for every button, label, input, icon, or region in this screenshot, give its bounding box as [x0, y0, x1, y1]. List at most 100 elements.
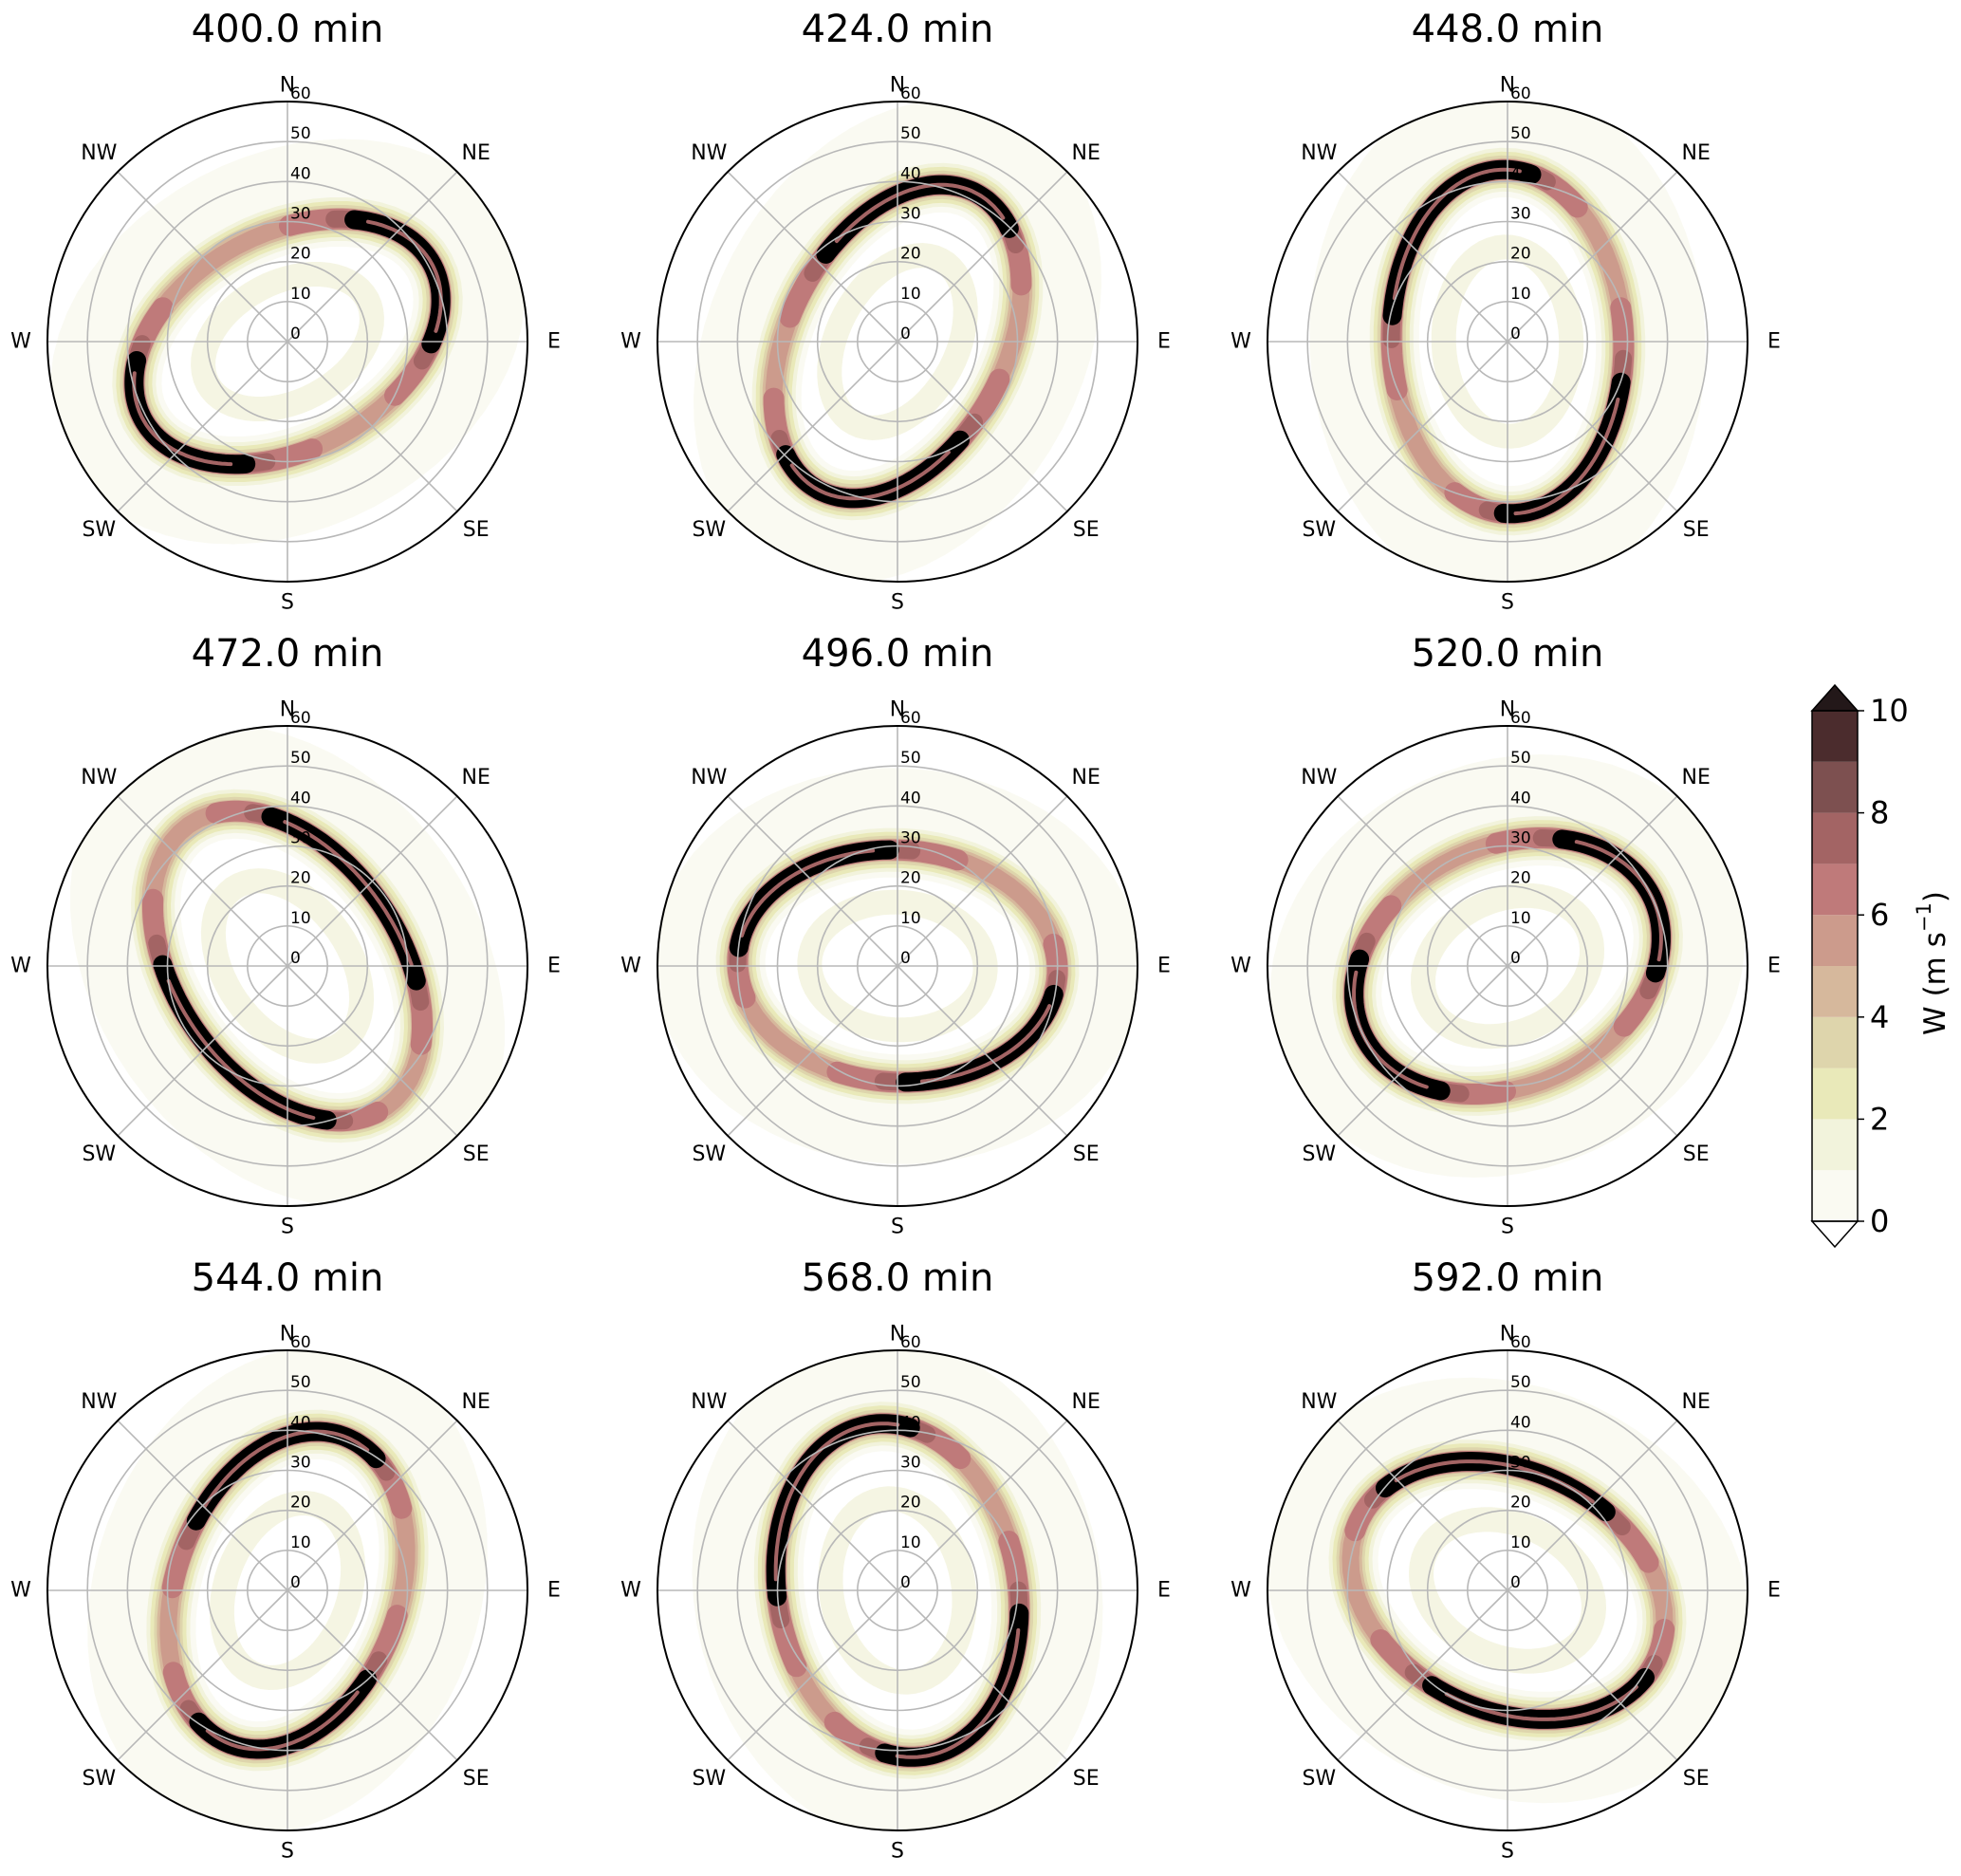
panel-title: 472.0 min	[192, 632, 384, 676]
colorbar-bands	[1812, 711, 1858, 1221]
polar-panel: 520.0 min 0 10 20 30 40 50 60 E NE N NW W SW S SE	[1230, 632, 1781, 1239]
compass-label-n: N	[1500, 74, 1515, 98]
radial-tick-label: 20	[1510, 245, 1531, 264]
radial-tick-label: 20	[290, 869, 311, 888]
radial-tick-label: 30	[1510, 1454, 1531, 1473]
radial-tick-label: 40	[290, 164, 311, 183]
radial-tick-label: 10	[1510, 1533, 1531, 1552]
crescent-core	[366, 219, 443, 333]
colorbar-label: W (m s−1)	[1913, 891, 1952, 1035]
radial-tick-label: 10	[900, 909, 921, 928]
radial-tick-label: 10	[290, 1533, 311, 1552]
compass-label-w: W	[620, 955, 641, 978]
compass-label-s: S	[891, 1216, 904, 1239]
radial-tick-label: 0	[900, 949, 911, 968]
angular-gridline	[1507, 795, 1678, 967]
angular-gridline	[287, 341, 458, 512]
compass-label-n: N	[280, 698, 295, 722]
compass-label-ne: NE	[462, 141, 490, 165]
crescent-core	[202, 1429, 370, 1509]
compass-label-nw: NW	[81, 1390, 117, 1414]
compass-label-s: S	[891, 591, 904, 615]
radial-tick-label: 40	[900, 164, 921, 183]
crescent-core	[739, 848, 876, 938]
contour-band-inner	[209, 1490, 366, 1691]
compass-label-n: N	[1500, 698, 1515, 722]
crescent-core	[1444, 1684, 1638, 1721]
polar-grid	[47, 102, 527, 582]
radial-tick-label: 50	[1510, 749, 1531, 768]
compass-label-se: SE	[1073, 1767, 1100, 1791]
compass-label-s: S	[1501, 1840, 1514, 1864]
angular-gridline	[727, 795, 898, 967]
compass-label-e: E	[547, 330, 561, 354]
colorbar-band	[1812, 1119, 1858, 1171]
radial-tick-label: 0	[1510, 949, 1521, 968]
radial-tick-label: 30	[900, 205, 921, 224]
colorbar-extend-min-triangle	[1810, 1220, 1859, 1249]
angular-gridline	[1507, 965, 1678, 1137]
colorbar-band	[1812, 761, 1858, 813]
crescent-core	[205, 1690, 360, 1752]
angular-gridline	[897, 1420, 1068, 1591]
radial-tick-label: 60	[900, 709, 921, 728]
colorbar-band	[1812, 966, 1858, 1017]
radial-tick-label: 20	[1510, 1494, 1531, 1513]
polar-panel: 400.0 min 0 10 20 30 40 50 60 E NE N NW W SW S SE	[10, 8, 561, 615]
radial-tick-label: 40	[1510, 164, 1531, 183]
compass-label-ne: NE	[1072, 766, 1101, 789]
angular-gridline	[897, 341, 1068, 512]
angular-gridline	[287, 1589, 458, 1761]
radial-tick-label: 10	[290, 285, 311, 304]
radial-tick-label: 20	[900, 245, 921, 264]
panel-title: 496.0 min	[802, 632, 994, 676]
angular-gridline	[727, 1589, 898, 1761]
radial-tick-label: 50	[900, 124, 921, 143]
polar-grid	[657, 1350, 1138, 1830]
radial-tick-label: 50	[1510, 124, 1531, 143]
radial-tick-label: 10	[900, 285, 921, 304]
contour-band-outer-halo	[70, 726, 505, 1206]
compass-label-w: W	[10, 330, 31, 354]
compass-label-sw: SW	[692, 1767, 726, 1791]
radial-tick-label: 40	[900, 789, 921, 808]
crescent-core	[283, 820, 414, 967]
compass-label-nw: NW	[691, 141, 727, 165]
angular-gridline	[117, 171, 288, 343]
radial-tick-label: 10	[900, 1533, 921, 1552]
radial-tick-label: 10	[1510, 909, 1531, 928]
colorbar-extend-max-triangle	[1810, 683, 1859, 712]
angular-gridline	[117, 965, 288, 1137]
contour-band-inner	[818, 1486, 977, 1695]
polar-spine	[657, 101, 1138, 583]
crescent-core	[1513, 398, 1620, 516]
angular-gridline	[287, 795, 458, 967]
radial-tick-label: 30	[290, 829, 311, 848]
compass-label-n: N	[890, 698, 905, 722]
compass-label-ne: NE	[462, 766, 490, 789]
angular-gridline	[1507, 341, 1678, 512]
radial-tick-label: 60	[1510, 84, 1531, 103]
panel-title: 520.0 min	[1412, 632, 1604, 676]
compass-label-ne: NE	[1682, 141, 1711, 165]
radial-tick-label: 0	[290, 1573, 301, 1592]
angular-gridline	[1337, 1420, 1508, 1591]
colorbar-band	[1812, 915, 1858, 966]
compass-label-n: N	[1500, 1323, 1515, 1347]
crescent-core	[132, 371, 233, 467]
angular-gridline	[117, 341, 288, 512]
polar-panel: 592.0 min 0 10 20 30 40 50 60 E NE N NW W SW S SE	[1230, 1256, 1781, 1864]
compass-label-w: W	[1230, 1579, 1251, 1603]
contour-band-outer-halo	[1269, 753, 1746, 1179]
compass-label-e: E	[1767, 1579, 1781, 1603]
panel-title: 400.0 min	[192, 8, 384, 51]
contour-band-outer-halo	[692, 1350, 1103, 1830]
angular-gridline	[117, 1589, 288, 1761]
radial-tick-label: 0	[290, 949, 301, 968]
crescent-core	[834, 182, 1006, 244]
compass-label-s: S	[281, 1840, 294, 1864]
radial-tick-label: 20	[290, 245, 311, 264]
compass-label-se: SE	[463, 518, 490, 542]
compass-label-nw: NW	[81, 766, 117, 789]
angular-gridline	[897, 965, 1068, 1137]
